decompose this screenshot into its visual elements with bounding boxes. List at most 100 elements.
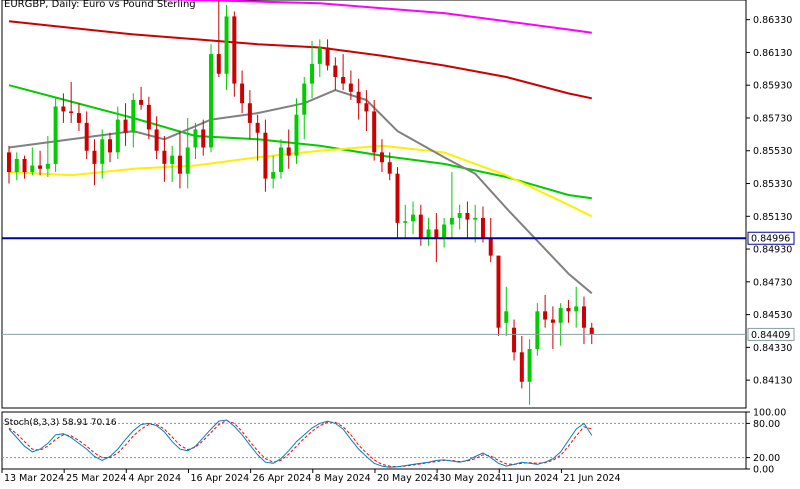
candle-body (558, 308, 563, 323)
candle-body (247, 103, 252, 123)
candle-body (14, 158, 19, 173)
candle-body (271, 172, 276, 179)
candle (574, 286, 579, 328)
candle-body (61, 106, 66, 112)
price-tick-label: 0.85530 (753, 146, 792, 157)
candle-body (22, 158, 27, 173)
candle-body (379, 152, 384, 163)
candle-body (115, 119, 120, 153)
candle (100, 129, 105, 179)
candle (566, 299, 571, 323)
candle-body (364, 103, 369, 112)
candle (61, 93, 66, 123)
time-tick-label: 30 May 2024 (439, 473, 501, 484)
candle-body (76, 113, 81, 123)
candle (53, 96, 58, 173)
candle-body (387, 162, 392, 174)
candle-body (403, 221, 408, 223)
price-tick-label: 0.86130 (753, 48, 792, 59)
candle-body (411, 214, 416, 222)
candle (480, 206, 485, 243)
chart-title: EURGBP, Daily: Euro vs Pound Sterling (4, 0, 196, 10)
candle (123, 103, 128, 146)
candle-body (372, 111, 377, 153)
candle-body (504, 311, 509, 323)
candle-body (286, 147, 291, 156)
candle (154, 116, 159, 159)
candle-body (278, 147, 283, 173)
time-tick-label: 4 Apr 2024 (128, 473, 181, 484)
horizontal-lines: 0.84996 0.84409 (2, 231, 795, 341)
candle-body (589, 327, 594, 335)
candle (372, 99, 377, 161)
candle-body (30, 165, 35, 173)
candle-body (519, 352, 524, 382)
candle (512, 319, 517, 361)
candle (177, 131, 182, 189)
candle-body (434, 229, 439, 238)
candle (201, 119, 206, 156)
stochastic-tick-label: 20.00 (753, 453, 780, 464)
candle (457, 204, 462, 230)
candle (395, 167, 400, 238)
horizontal-line-label-box (747, 327, 795, 341)
candle (146, 96, 151, 140)
candle (247, 90, 252, 140)
candle-body (574, 306, 579, 312)
candle-body (224, 16, 229, 74)
candle-body (333, 65, 338, 78)
candle (92, 139, 97, 186)
candle (7, 145, 11, 184)
candle-body (566, 308, 571, 312)
candle (527, 339, 532, 405)
candle-body (426, 229, 431, 238)
price-tick-label: 0.85130 (753, 212, 792, 223)
moving-average-line (8, 144, 593, 218)
candle (519, 335, 524, 389)
time-tick-label: 26 Apr 2024 (253, 473, 312, 484)
candle-body (302, 83, 307, 115)
time-tick-label: 16 Apr 2024 (190, 473, 249, 484)
candle (38, 150, 43, 176)
time-tick-label: 20 May 2024 (377, 473, 439, 484)
main-plot-frame (1, 0, 747, 409)
candle (543, 294, 548, 328)
candle-body (473, 217, 478, 220)
candle (22, 155, 27, 179)
candle (193, 122, 198, 159)
candle (496, 255, 501, 336)
candle (449, 172, 454, 238)
candle-body (527, 349, 532, 382)
candle-body (209, 54, 214, 148)
candle (108, 132, 113, 163)
candle (30, 147, 35, 176)
price-axis: 0.86330 0.86130 0.85930 0.85730 0.85530 0.853… (746, 15, 792, 387)
candle (263, 119, 268, 192)
candle (271, 155, 276, 189)
candle (442, 217, 447, 248)
candle-body (294, 114, 299, 156)
candle-body (185, 147, 190, 174)
candle-body (53, 106, 58, 164)
candle (333, 57, 338, 91)
price-tick-label: 0.84930 (753, 245, 792, 256)
candle (209, 44, 214, 153)
candle-body (38, 165, 43, 169)
candle-body (201, 129, 206, 148)
candle-body (341, 77, 346, 84)
candle (162, 136, 167, 182)
candle-body (449, 217, 454, 225)
candle (581, 296, 586, 345)
horizontal-line-label: 0.84996 (751, 234, 790, 245)
candle (232, 11, 237, 97)
candle-body (488, 237, 493, 256)
candle (69, 81, 74, 123)
candle (286, 129, 291, 169)
candle (325, 39, 330, 71)
candle (139, 86, 144, 110)
candle-body (263, 132, 268, 179)
candle (170, 145, 175, 182)
